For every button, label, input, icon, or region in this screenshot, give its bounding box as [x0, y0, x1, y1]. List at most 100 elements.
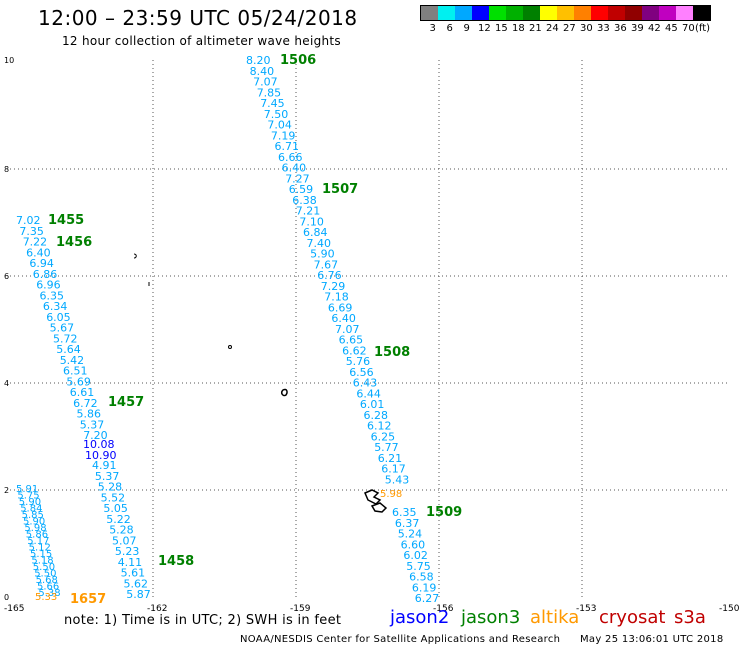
wave-height-label: 6.59 — [289, 183, 314, 196]
scale-label: 42 — [648, 23, 661, 34]
wave-height-label: 7.85 — [257, 86, 282, 99]
wave-height-label: 5.90 — [310, 248, 335, 261]
scale-swatch — [574, 6, 591, 20]
wave-height-label: 5.72 — [53, 332, 78, 345]
y-tick-label: 2 — [4, 486, 9, 495]
scale-swatch — [591, 6, 608, 20]
scale-label: 70 — [682, 23, 695, 34]
scale-label: 12 — [478, 23, 491, 34]
wave-height-label: 5.87 — [126, 588, 151, 601]
wave-height-label: 6.76 — [317, 269, 342, 282]
pass-time-label: 1509 — [426, 505, 462, 520]
pass-time-label: 1507 — [322, 182, 358, 197]
y-tick-label: 0 — [4, 593, 9, 602]
wave-height-label: 6.27 — [415, 592, 440, 605]
wave-height-label: 6.38 — [292, 194, 317, 207]
wave-height-label: 6.19 — [412, 581, 437, 594]
wave-height-label: 7.50 — [264, 108, 289, 121]
wave-height-label: 6.12 — [367, 420, 392, 433]
wave-height-label: 5.86 — [77, 408, 102, 421]
wave-height-label: 6.58 — [409, 571, 434, 584]
altimeter-tracks: 8.208.407.077.857.457.507.047.196.716.66… — [16, 54, 439, 605]
wave-height-label: 5.24 — [398, 528, 423, 541]
wave-height-label: 5.67 — [50, 322, 75, 335]
scale-swatch — [625, 6, 642, 20]
wave-height-label: 7.19 — [271, 129, 296, 142]
island-nihoa — [228, 345, 232, 349]
island-small-1 — [133, 253, 137, 259]
wave-height-label: 7.18 — [324, 291, 349, 304]
wave-height-label: 7.27 — [285, 172, 310, 185]
axis-ticks: -165 -162 -159 -156 -153 -150 0 2 4 6 8 10 — [4, 56, 740, 614]
wave-height-label: 6.65 — [339, 334, 364, 347]
wave-height-label: 6.35 — [392, 506, 417, 519]
wave-height-label: 5.75 — [17, 491, 39, 502]
color-scale-labels: 3 6 9 12 15 18 21 24 27 30 33 36 39 42 45 70 (ft) — [420, 23, 711, 37]
wave-height-label: 7.04 — [267, 119, 292, 132]
scale-label: 18 — [512, 23, 525, 34]
wave-height-label: 5.37 — [80, 418, 105, 431]
island-kauai-outline — [281, 388, 288, 397]
map-title: 12:00 – 23:59 UTC 05/24/2018 — [38, 6, 358, 30]
scale-label: 39 — [631, 23, 644, 34]
map-grid — [10, 60, 730, 597]
wave-height-label: 5.90 — [23, 517, 45, 528]
wave-height-label: 5.85 — [22, 510, 44, 521]
wave-height-label: 5.17 — [27, 536, 49, 547]
color-scale-bar — [420, 5, 711, 21]
wave-height-label: 5.07 — [112, 534, 137, 547]
wave-height-label: 7.29 — [321, 280, 346, 293]
legend-cryosat: cryosat — [599, 607, 666, 628]
scale-swatch — [438, 6, 455, 20]
scale-label: 15 — [495, 23, 508, 34]
wave-height-label: 6.40 — [282, 162, 307, 175]
wave-height-label: 5.38 — [38, 588, 60, 599]
wave-height-label: 6.60 — [401, 538, 426, 551]
wave-height-label: 6.40 — [331, 312, 356, 325]
wave-height-label: 5.15 — [30, 549, 52, 560]
scale-label: 27 — [563, 23, 576, 34]
wave-height-label: 5.75 — [406, 560, 431, 573]
legend-jason2: jason2 — [390, 607, 450, 628]
wave-height-label: 5.68 — [36, 575, 58, 586]
altimeter-track: 4.915.375.285.525.055.225.285.075.234.11… — [92, 459, 151, 601]
wave-height-label: 5.91 — [16, 484, 38, 495]
wave-height-label: 4.91 — [92, 459, 117, 472]
scale-swatch — [489, 6, 506, 20]
scale-label: 3 — [429, 23, 436, 34]
scale-swatch — [676, 6, 693, 20]
wave-height-label: 5.37 — [95, 470, 120, 483]
wave-height-label: 6.86 — [33, 268, 58, 281]
wave-height-label: 6.43 — [353, 377, 378, 390]
altimeter-track: 6.356.375.246.606.025.756.586.196.27 — [392, 506, 439, 605]
wave-height-label: 8.20 — [246, 54, 271, 67]
wave-height-label: 6.25 — [371, 430, 396, 443]
x-tick-label: -165 — [4, 604, 24, 614]
wave-height-label: 5.22 — [106, 513, 131, 526]
pass-time-labels: 1506 1507 1508 1509 1455 1456 1457 1458 1657 — [48, 53, 462, 607]
wave-height-label: 5.66 — [37, 582, 59, 593]
wave-height-label: 6.40 — [26, 246, 50, 259]
wave-height-label: 7.21 — [296, 205, 321, 218]
wave-height-label: 6.84 — [303, 226, 328, 239]
scale-swatch — [506, 6, 523, 20]
wave-height-label: 6.44 — [356, 387, 381, 400]
wave-height-label: 6.34 — [43, 300, 68, 313]
wave-height-label: 6.71 — [275, 140, 300, 153]
wave-height-label: 7.45 — [260, 97, 285, 110]
wave-height-label: 6.96 — [36, 279, 61, 292]
y-tick-label: 10 — [4, 56, 14, 65]
pass-time-label: 1506 — [280, 53, 316, 68]
wave-height-label: 5.23 — [115, 545, 139, 558]
wave-height-label: 5.86 — [26, 530, 48, 541]
wave-height-color-scale: 3 6 9 12 15 18 21 24 27 30 33 36 39 42 45 70 (ft) — [420, 5, 711, 37]
scale-swatch — [557, 6, 574, 20]
y-tick-label: 8 — [4, 165, 9, 174]
wave-height-label: 6.35 — [40, 289, 65, 302]
wave-height-label: 7.07 — [335, 323, 360, 336]
wave-height-label: 6.61 — [70, 386, 95, 399]
scale-swatch — [455, 6, 472, 20]
islands — [133, 253, 388, 513]
